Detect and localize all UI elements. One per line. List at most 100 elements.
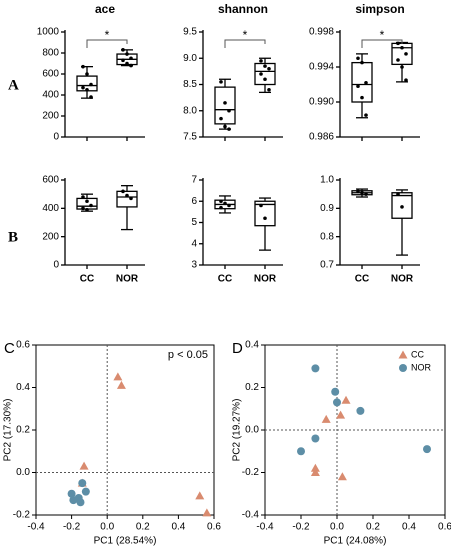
point — [81, 195, 85, 199]
x-tick-label: CC — [355, 274, 369, 285]
point — [311, 364, 320, 373]
point — [404, 78, 408, 82]
point — [125, 61, 129, 66]
plot-frame — [35, 344, 215, 516]
point — [364, 80, 368, 85]
point — [121, 189, 125, 194]
x-tick-label: 0.6 — [438, 522, 451, 533]
box — [214, 86, 236, 125]
point — [219, 116, 223, 121]
y-tick-label: 6 — [191, 196, 197, 207]
point — [81, 85, 85, 90]
point — [297, 447, 305, 456]
point — [311, 434, 320, 443]
y-tick-label: 600 — [42, 175, 59, 186]
point — [310, 463, 320, 472]
point — [67, 489, 76, 498]
y-tick-label: 1.0 — [320, 175, 334, 186]
point — [81, 206, 85, 211]
y-tick-label: 0.990 — [309, 97, 334, 108]
point — [259, 59, 263, 63]
point — [129, 63, 133, 68]
y-tick-label: 0.9 — [320, 203, 334, 214]
point — [400, 65, 404, 69]
point — [79, 461, 89, 470]
point — [85, 207, 89, 212]
point — [267, 66, 271, 71]
point — [202, 508, 212, 517]
panel-label: D — [232, 340, 243, 357]
y-tick-label: 400 — [42, 203, 59, 214]
x-tick-label: 0.0 — [100, 522, 114, 533]
panel-label: A — [8, 77, 19, 93]
point — [259, 72, 263, 76]
legend-marker — [399, 364, 407, 372]
box — [254, 200, 276, 227]
x-tick-label: CC — [218, 274, 232, 285]
point — [423, 445, 431, 454]
point — [310, 468, 320, 476]
panel-label: C — [4, 340, 15, 357]
point — [89, 95, 93, 99]
y-tick-label: 800 — [42, 48, 59, 59]
y-tick-label: 0 — [53, 132, 59, 143]
point — [360, 95, 364, 100]
y-axis-label: PC2 (17.30%) — [3, 399, 14, 462]
chart-title: ace — [95, 2, 115, 16]
point — [223, 101, 227, 105]
point — [396, 41, 400, 46]
point — [267, 87, 271, 92]
point — [360, 190, 364, 195]
point — [125, 193, 129, 198]
box — [116, 190, 138, 208]
y-tick-label: -0.4 — [242, 510, 260, 521]
point — [400, 45, 404, 50]
significance-bracket — [86, 39, 128, 48]
y-tick-label: 9.5 — [183, 27, 197, 38]
y-tick-label: 8.5 — [183, 79, 197, 90]
y-tick-label: 0.2 — [16, 425, 30, 436]
y-tick-label: 0.994 — [309, 62, 334, 73]
point — [331, 387, 340, 396]
point — [219, 205, 223, 210]
significance-bracket — [224, 39, 266, 48]
y-tick-label: 7 — [191, 175, 197, 186]
legend-marker — [398, 350, 408, 359]
point — [227, 203, 231, 208]
point — [227, 108, 231, 113]
y-tick-label: 7.5 — [183, 132, 197, 143]
y-tick-label: 600 — [42, 69, 59, 80]
point — [116, 380, 126, 389]
y-tick-label: -0.2 — [242, 467, 260, 478]
y-tick-label: 400 — [42, 90, 59, 101]
point — [321, 414, 331, 423]
point — [223, 201, 227, 206]
x-axis-label: PC1 (28.54%) — [94, 536, 157, 547]
point — [113, 372, 123, 381]
point — [333, 398, 341, 407]
y-tick-label: 8.0 — [183, 105, 197, 116]
x-tick-label: -0.2 — [63, 522, 81, 533]
point — [223, 124, 227, 129]
point — [341, 395, 351, 404]
point — [129, 56, 133, 61]
y-tick-label: 0.986 — [309, 132, 334, 143]
x-tick-label: -0.4 — [256, 522, 274, 533]
x-tick-label: 0.2 — [136, 522, 150, 533]
y-tick-label: 200 — [42, 111, 59, 122]
point — [356, 189, 360, 194]
point — [360, 60, 364, 65]
y-axis-label: PC2 (19.27%) — [232, 399, 243, 462]
point — [396, 58, 400, 62]
legend-label: NOR — [411, 362, 432, 372]
y-tick-label: 0.2 — [245, 382, 259, 393]
point — [89, 203, 93, 208]
y-tick-label: 4 — [191, 238, 197, 249]
point — [396, 192, 400, 196]
point — [364, 192, 368, 196]
y-tick-label: 0 — [53, 260, 59, 271]
point — [336, 410, 346, 419]
y-tick-label: 1000 — [37, 27, 60, 38]
significance-label: * — [105, 28, 110, 42]
y-tick-label: -0.2 — [13, 510, 31, 521]
